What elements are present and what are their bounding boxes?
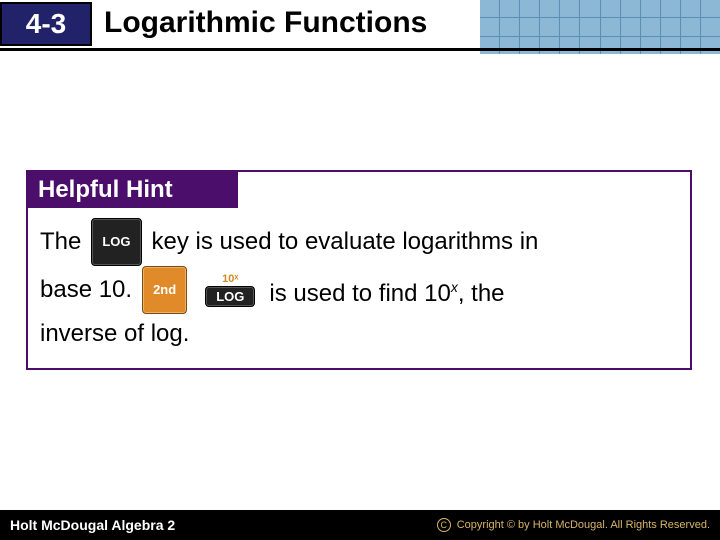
header-underline bbox=[0, 48, 720, 51]
section-number-badge: 4-3 bbox=[0, 2, 92, 46]
helpful-hint-box: Helpful Hint The LOG key is used to eval… bbox=[26, 170, 692, 370]
footer-book-title: Holt McDougal Algebra 2 bbox=[10, 517, 175, 533]
calculator-log-key: LOG bbox=[91, 218, 141, 266]
slide-header: 4-3 Logarithmic Functions bbox=[0, 0, 720, 54]
section-number: 4-3 bbox=[26, 8, 66, 40]
copyright-icon: C bbox=[437, 518, 451, 532]
section-title: Logarithmic Functions bbox=[104, 6, 427, 40]
header-grid-decoration bbox=[480, 0, 720, 54]
hint-line-2: base 10. 2nd 10ˣ LOG is used to find 10x… bbox=[40, 266, 678, 314]
hint-line-1: The LOG key is used to evaluate logarith… bbox=[40, 218, 678, 266]
hint-text: key is used to evaluate logarithms in bbox=[152, 222, 539, 262]
calculator-log-key-secondary: LOG bbox=[205, 286, 255, 307]
hint-text: The bbox=[40, 222, 81, 262]
exponent-x: x bbox=[451, 279, 458, 295]
hint-text: inverse of log. bbox=[40, 314, 189, 354]
helpful-hint-label: Helpful Hint bbox=[28, 172, 238, 208]
hint-line-3: inverse of log. bbox=[40, 314, 678, 354]
helpful-hint-body: The LOG key is used to evaluate logarith… bbox=[28, 208, 690, 368]
footer-copyright: C Copyright © by Holt McDougal. All Righ… bbox=[437, 518, 710, 532]
calculator-log-10x-key: 10ˣ LOG bbox=[201, 274, 259, 307]
hint-text: base 10. bbox=[40, 270, 132, 310]
key-superscript-10x: 10ˣ bbox=[222, 274, 238, 285]
slide-footer: Holt McDougal Algebra 2 C Copyright © by… bbox=[0, 510, 720, 540]
hint-text: is used to find 10x, the bbox=[269, 267, 504, 314]
calculator-2nd-key: 2nd bbox=[142, 266, 187, 314]
footer-copyright-text: Copyright © by Holt McDougal. All Rights… bbox=[457, 519, 710, 531]
